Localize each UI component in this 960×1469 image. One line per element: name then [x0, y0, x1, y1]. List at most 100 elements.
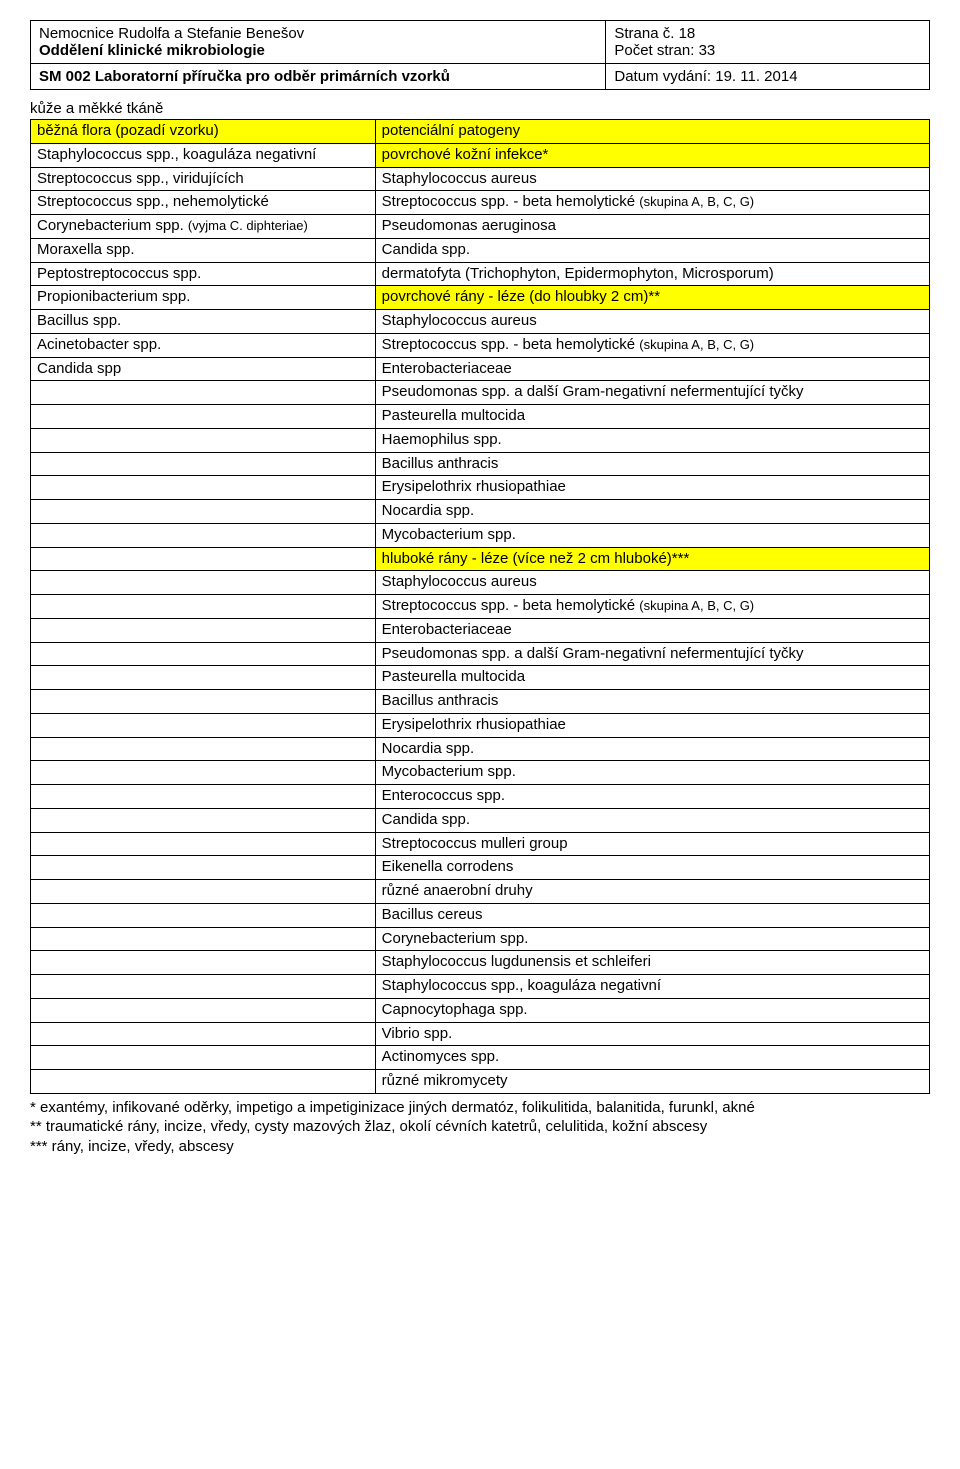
table-cell-left: Bacillus spp.	[31, 310, 376, 334]
header-title-cell: SM 002 Laboratorní příručka pro odběr pr…	[31, 64, 606, 90]
table-cell-left	[31, 1046, 376, 1070]
table-cell-left	[31, 808, 376, 832]
table-cell-left	[31, 666, 376, 690]
table-cell-right: Pasteurella multocida	[375, 666, 929, 690]
table-cell-left	[31, 523, 376, 547]
table-cell-right: potenciální patogeny	[375, 120, 929, 144]
table-cell-right: Capnocytophaga spp.	[375, 998, 929, 1022]
table-cell-left: běžná flora (pozadí vzorku)	[31, 120, 376, 144]
table-row: Candida sppEnterobacteriaceae	[31, 357, 930, 381]
table-cell-right: Haemophilus spp.	[375, 428, 929, 452]
table-row: Staphylococcus spp., koaguláza negativní…	[31, 143, 930, 167]
table-row: Actinomyces spp.	[31, 1046, 930, 1070]
cell-small-text: (skupina A, B, C, G)	[639, 598, 754, 613]
table-cell-right: Nocardia spp.	[375, 500, 929, 524]
table-row: Peptostreptococcus spp.dermatofyta (Tric…	[31, 262, 930, 286]
table-cell-left	[31, 998, 376, 1022]
table-row: běžná flora (pozadí vzorku)potenciální p…	[31, 120, 930, 144]
table-row: Erysipelothrix rhusiopathiae	[31, 713, 930, 737]
table-cell-right: Enterobacteriaceae	[375, 357, 929, 381]
table-row: Capnocytophaga spp.	[31, 998, 930, 1022]
table-cell-right: Staphylococcus aureus	[375, 167, 929, 191]
table-cell-left	[31, 642, 376, 666]
table-cell-right: Bacillus cereus	[375, 903, 929, 927]
table-cell-left	[31, 832, 376, 856]
table-cell-right: dermatofyta (Trichophyton, Epidermophyto…	[375, 262, 929, 286]
table-row: Mycobacterium spp.	[31, 761, 930, 785]
table-cell-left	[31, 713, 376, 737]
table-cell-right: Nocardia spp.	[375, 737, 929, 761]
table-cell-right: povrchové kožní infekce*	[375, 143, 929, 167]
cell-small-text: (skupina A, B, C, G)	[639, 194, 754, 209]
table-cell-left	[31, 785, 376, 809]
table-cell-left	[31, 381, 376, 405]
table-cell-right: Staphylococcus spp., koaguláza negativní	[375, 975, 929, 999]
table-cell-right: Streptococcus spp. - beta hemolytické (s…	[375, 191, 929, 215]
table-row: Staphylococcus lugdunensis et schleiferi	[31, 951, 930, 975]
table-cell-left	[31, 1070, 376, 1094]
pages-label: Počet stran:	[614, 42, 694, 59]
table-cell-right: Enterococcus spp.	[375, 785, 929, 809]
table-row: Acinetobacter spp.Streptococcus spp. - b…	[31, 333, 930, 357]
table-cell-right: Erysipelothrix rhusiopathiae	[375, 476, 929, 500]
pages-total: 33	[699, 42, 716, 59]
table-row: Enterobacteriaceae	[31, 618, 930, 642]
header-page-cell: Strana č. 18 Počet stran: 33	[606, 21, 930, 64]
table-cell-left: Streptococcus spp., viridujících	[31, 167, 376, 191]
table-cell-left	[31, 452, 376, 476]
footnote-1: * exantémy, infikované oděrky, impetigo …	[30, 1098, 930, 1118]
table-cell-right: Pseudomonas spp. a další Gram-negativní …	[375, 642, 929, 666]
table-row: Eikenella corrodens	[31, 856, 930, 880]
table-cell-right: Staphylococcus aureus	[375, 571, 929, 595]
table-cell-left: Candida spp	[31, 357, 376, 381]
org-line1: Nemocnice Rudolfa a Stefanie Benešov	[39, 25, 304, 42]
table-cell-left	[31, 595, 376, 619]
table-cell-left	[31, 761, 376, 785]
table-row: Vibrio spp.	[31, 1022, 930, 1046]
table-cell-right: Enterobacteriaceae	[375, 618, 929, 642]
header-org-cell: Nemocnice Rudolfa a Stefanie Benešov Odd…	[31, 21, 606, 64]
table-cell-right: Vibrio spp.	[375, 1022, 929, 1046]
table-cell-left	[31, 405, 376, 429]
table-row: Streptococcus spp., nehemolytickéStrepto…	[31, 191, 930, 215]
table-cell-right: různé mikromycety	[375, 1070, 929, 1094]
table-cell-right: Bacillus anthracis	[375, 452, 929, 476]
section-title: kůže a měkké tkáně	[30, 100, 930, 117]
table-cell-right: Candida spp.	[375, 808, 929, 832]
table-cell-right: povrchové rány - léze (do hloubky 2 cm)*…	[375, 286, 929, 310]
table-cell-right: Corynebacterium spp.	[375, 927, 929, 951]
table-cell-left: Acinetobacter spp.	[31, 333, 376, 357]
table-cell-left	[31, 1022, 376, 1046]
date-label: Datum vydání:	[614, 68, 711, 85]
table-row: Pasteurella multocida	[31, 666, 930, 690]
table-cell-right: Mycobacterium spp.	[375, 761, 929, 785]
page-container: Nemocnice Rudolfa a Stefanie Benešov Odd…	[0, 0, 960, 1176]
table-row: hluboké rány - léze (více než 2 cm hlubo…	[31, 547, 930, 571]
table-cell-left	[31, 476, 376, 500]
table-cell-left: Streptococcus spp., nehemolytické	[31, 191, 376, 215]
footnote-3: *** rány, incize, vředy, abscesy	[30, 1137, 930, 1157]
page-label: Strana č.	[614, 25, 674, 42]
page-number: 18	[679, 25, 696, 42]
org-line2: Oddělení klinické mikrobiologie	[39, 42, 265, 59]
table-row: Candida spp.	[31, 808, 930, 832]
table-cell-right: hluboké rány - léze (více než 2 cm hlubo…	[375, 547, 929, 571]
table-row: Staphylococcus spp., koaguláza negativní	[31, 975, 930, 999]
table-cell-left: Corynebacterium spp. (vyjma C. diphteria…	[31, 215, 376, 239]
table-row: různé mikromycety	[31, 1070, 930, 1094]
table-cell-left: Staphylococcus spp., koaguláza negativní	[31, 143, 376, 167]
table-row: Streptococcus mulleri group	[31, 832, 930, 856]
footnotes: * exantémy, infikované oděrky, impetigo …	[30, 1098, 930, 1157]
table-cell-left	[31, 903, 376, 927]
table-cell-left	[31, 856, 376, 880]
table-row: Streptococcus spp. - beta hemolytické (s…	[31, 595, 930, 619]
doc-title: SM 002 Laboratorní příručka pro odběr pr…	[39, 68, 450, 85]
table-row: Erysipelothrix rhusiopathiae	[31, 476, 930, 500]
table-cell-right: Erysipelothrix rhusiopathiae	[375, 713, 929, 737]
table-row: Nocardia spp.	[31, 500, 930, 524]
table-cell-right: Streptococcus spp. - beta hemolytické (s…	[375, 595, 929, 619]
table-row: Enterococcus spp.	[31, 785, 930, 809]
table-cell-right: Pseudomonas aeruginosa	[375, 215, 929, 239]
table-row: Mycobacterium spp.	[31, 523, 930, 547]
table-cell-right: Pasteurella multocida	[375, 405, 929, 429]
